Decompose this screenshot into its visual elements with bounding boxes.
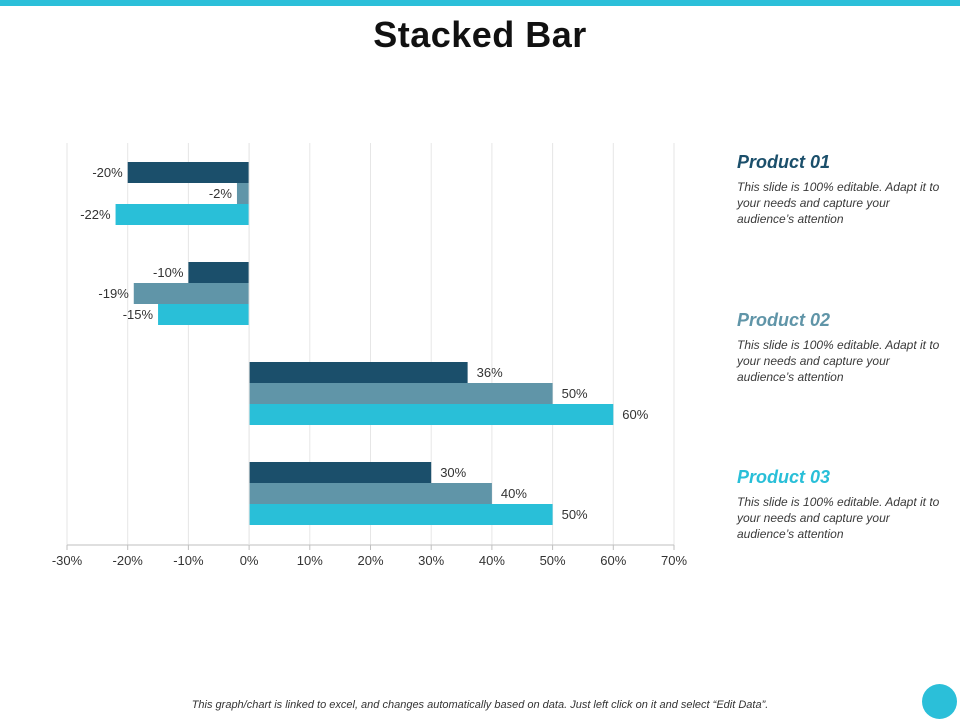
bar-product-02-1 [236, 183, 250, 204]
product-01-title: Product 01 [737, 152, 831, 172]
product-03-title: Product 03 [737, 467, 831, 487]
data-label: 50% [562, 386, 588, 401]
x-tick-label: -20% [113, 553, 144, 568]
x-tick-label: 60% [600, 553, 626, 568]
data-label: 36% [477, 365, 503, 380]
product-block-03: Product 03 This slide is 100% editable. … [737, 467, 942, 542]
bar-product-03-3 [249, 404, 614, 425]
data-label: 50% [562, 507, 588, 522]
corner-circle [922, 684, 957, 719]
bar-product-01-1 [127, 162, 250, 183]
x-tick-label: 50% [540, 553, 566, 568]
x-tick-label: 20% [357, 553, 383, 568]
bar-product-02-3 [249, 383, 553, 404]
x-tick-label: 40% [479, 553, 505, 568]
x-tick-label: 0% [240, 553, 259, 568]
product-01-description: This slide is 100% editable. Adapt it to… [737, 180, 940, 226]
bar-product-01-2 [188, 262, 250, 283]
data-label: -19% [98, 286, 129, 301]
product-03-description: This slide is 100% editable. Adapt it to… [737, 495, 940, 541]
x-tick-label: 10% [297, 553, 323, 568]
bar-product-03-2 [158, 304, 250, 325]
bar-product-03-4 [249, 504, 553, 525]
x-tick-label: 70% [661, 553, 687, 568]
footer-note: This graph/chart is linked to excel, and… [191, 699, 769, 711]
top-accent-bar [0, 0, 960, 6]
data-label: -2% [209, 186, 233, 201]
product-block-01: Product 01 This slide is 100% editable. … [737, 152, 942, 227]
bar-product-01-4 [249, 462, 432, 483]
product-block-02: Product 02 This slide is 100% editable. … [737, 310, 942, 385]
data-label: -10% [153, 265, 184, 280]
bar-product-03-1 [115, 204, 250, 225]
bar-product-01-3 [249, 362, 468, 383]
data-label: -15% [123, 307, 154, 322]
data-label: 30% [440, 465, 466, 480]
product-02-title: Product 02 [737, 310, 831, 330]
bar-product-02-2 [133, 283, 250, 304]
x-tick-label: -10% [173, 553, 204, 568]
product-02-description: This slide is 100% editable. Adapt it to… [737, 338, 940, 384]
slide-title: Stacked Bar [373, 14, 587, 55]
data-label: 40% [501, 486, 527, 501]
data-label: -20% [92, 165, 123, 180]
data-label: 60% [622, 407, 648, 422]
bar-product-02-4 [249, 483, 492, 504]
x-tick-label: 30% [418, 553, 444, 568]
x-tick-label: -30% [52, 553, 83, 568]
data-label: -22% [80, 207, 111, 222]
